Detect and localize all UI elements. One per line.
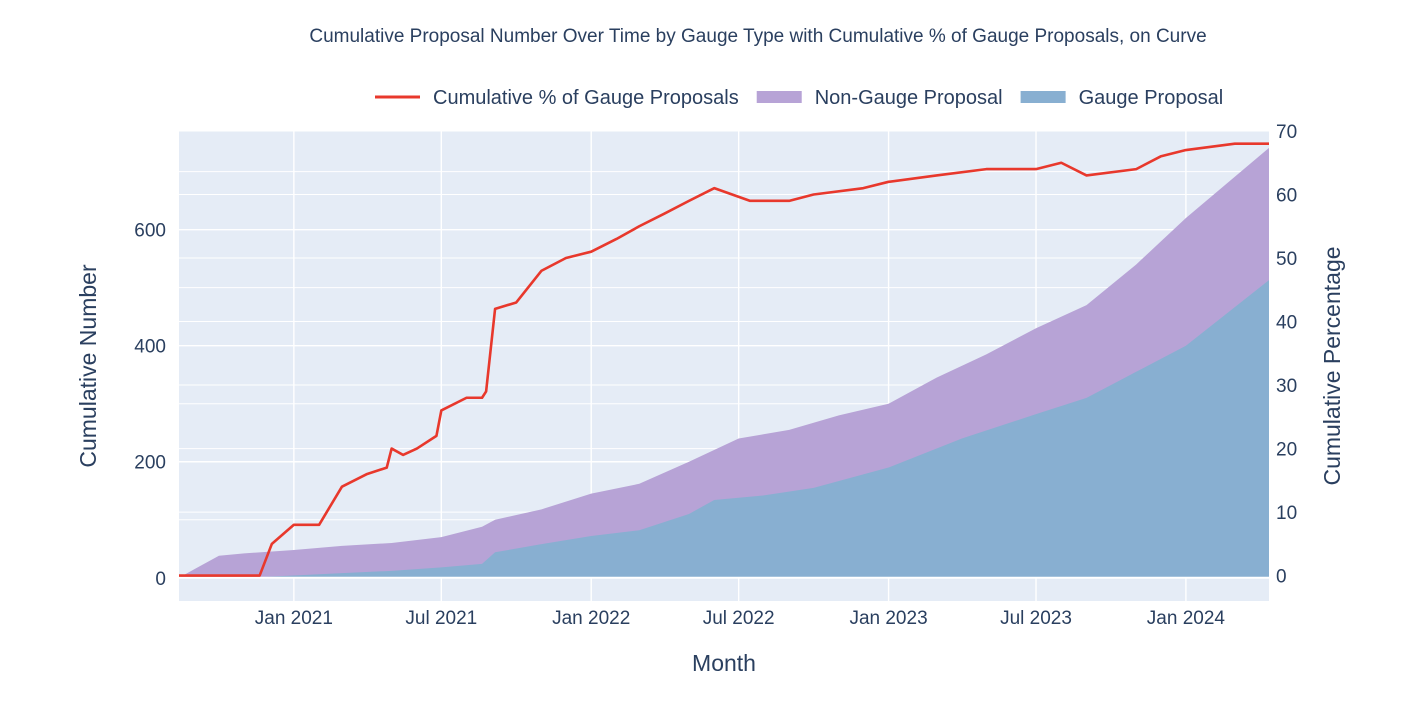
legend: Cumulative % of Gauge Proposals Non-Gauge… [375,87,1223,109]
y2-tick-label: 10 [1276,503,1297,524]
y2-tick-label: 60 [1276,186,1297,207]
x-tick-labels: Jan 2021 Jul 2021 Jan 2022 Jul 2022 Jan 2023… [255,608,1226,629]
y2-tick-label: 50 [1276,249,1297,270]
x-tick-label: Jul 2021 [405,608,477,629]
y-tick-labels: 0 200 400 600 [134,221,166,590]
y2-tick-label: 40 [1276,313,1297,334]
legend-label: Cumulative % of Gauge Proposals [433,87,739,109]
cumulative-percent-line [179,142,1269,577]
gauge-proposal-area [179,280,1269,578]
legend-swatch-area [1020,91,1066,103]
x-tick-label: Jul 2022 [703,608,775,629]
y2-tick-label: 30 [1276,376,1297,397]
y2-tick-label: 20 [1276,440,1297,461]
y-tick-label: 600 [134,221,166,242]
legend-label: Non-Gauge Proposal [815,87,1003,109]
y-tick-label: 0 [155,569,166,590]
x-tick-label: Jan 2022 [552,608,630,629]
y2-tick-labels: 0 10 20 30 40 50 60 70 [1276,122,1297,588]
areas [179,147,1269,579]
y2-axis-title: Cumulative Percentage [1319,246,1345,485]
y2-tick-label: 0 [1276,567,1287,588]
x-tick-label: Jan 2021 [255,608,333,629]
y-tick-label: 400 [134,337,166,358]
legend-swatch-area [756,91,802,103]
chart-title: Cumulative Proposal Number Over Time by … [309,26,1206,47]
y-axis-title: Cumulative Number [75,264,101,468]
x-tick-label: Jan 2023 [849,608,927,629]
x-tick-label: Jul 2023 [1000,608,1072,629]
y2-tick-label: 70 [1276,122,1297,143]
legend-label: Gauge Proposal [1079,87,1224,109]
x-axis-title: Month [692,650,756,676]
lines [179,142,1269,577]
x-tick-label: Jan 2024 [1147,608,1226,629]
y-tick-label: 200 [134,453,166,474]
